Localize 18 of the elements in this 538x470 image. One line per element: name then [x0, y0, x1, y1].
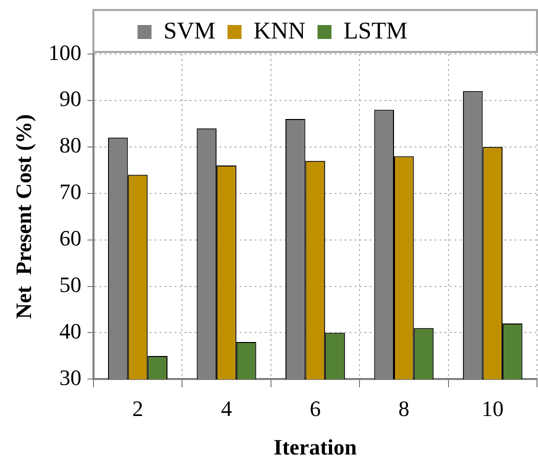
y-tick-label: 50	[59, 272, 82, 298]
x-tick-label: 10	[482, 396, 504, 422]
x-axis-title: Iteration	[274, 434, 357, 460]
legend-label: KNN	[254, 18, 306, 44]
y-axis-title: Net Present Cost (%)	[10, 114, 36, 320]
x-tick-label: 2	[132, 396, 144, 422]
y-tick-label: 60	[59, 226, 82, 251]
y-tick-label: 70	[59, 179, 82, 204]
y-tick-label: 30	[59, 364, 82, 390]
x-tick-label: 8	[398, 396, 410, 422]
x-tick-label: 6	[310, 396, 321, 422]
x-tick-label: 4	[220, 396, 232, 422]
y-tick-label: 90	[59, 86, 82, 112]
y-tick-label: 40	[59, 318, 82, 344]
y-tick-label: 100	[48, 40, 82, 65]
legend-label: LSTM	[344, 18, 408, 44]
legend-label: SVM	[163, 18, 216, 44]
y-tick-label: 80	[59, 132, 82, 158]
